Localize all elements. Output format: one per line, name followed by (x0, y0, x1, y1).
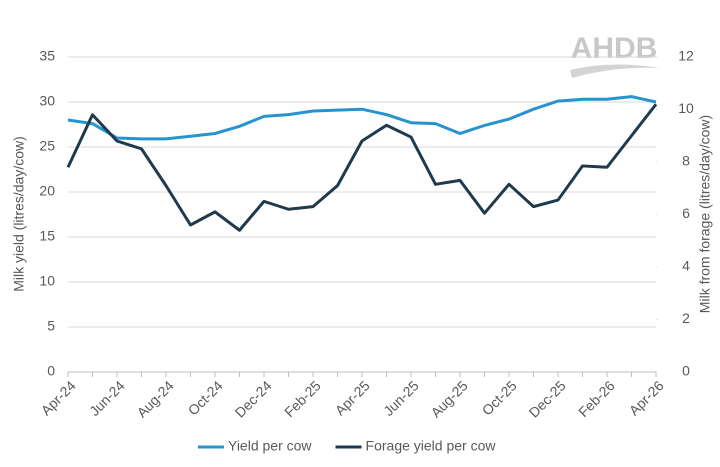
x-tick-label: Jun-25 (380, 377, 422, 419)
y-tick-label: 10 (39, 273, 55, 289)
y-tick-label: 5 (47, 318, 55, 334)
series-line (66, 103, 658, 232)
x-tick-label: Aug-25 (427, 377, 470, 420)
x-tick-label: Jun-24 (86, 377, 128, 419)
x-tick-label: Feb-26 (575, 377, 618, 420)
series-line (67, 95, 657, 141)
y-tick-label: 25 (39, 138, 55, 154)
logo-swoosh (570, 64, 660, 78)
y-tick-label: 0 (47, 363, 55, 379)
x-tick-label: Apr-24 (38, 377, 79, 418)
x-tick-label: Oct-24 (185, 377, 226, 418)
x-tick-label: Dec-25 (526, 377, 569, 420)
y2-tick-label: 10 (678, 100, 694, 116)
y-tick-label: 35 (39, 48, 55, 64)
y-tick-label: 15 (39, 228, 55, 244)
logo: AHDB (571, 32, 658, 65)
y2-tick-label: 6 (682, 205, 690, 221)
x-tick-label: Apr-26 (626, 377, 667, 418)
legend-label: Forage yield per cow (366, 438, 497, 454)
x-tick-label: Dec-24 (232, 377, 275, 420)
y2-tick-label: 8 (682, 153, 690, 169)
y2-tick-label: 2 (682, 310, 690, 326)
x-tick-label: Oct-25 (479, 377, 520, 418)
y-tick-label: 20 (39, 183, 55, 199)
y-tick-label: 30 (39, 93, 55, 109)
y2-tick-label: 12 (678, 48, 694, 64)
x-tick-label: Aug-24 (133, 377, 176, 420)
y2-tick-label: 4 (682, 258, 690, 274)
y2-axis-title: Milk from forage (litres/day/cow) (697, 115, 713, 313)
x-tick-label: Apr-25 (332, 377, 373, 418)
x-tick-label: Feb-25 (281, 377, 324, 420)
y2-tick-label: 0 (682, 363, 690, 379)
legend-label: Yield per cow (228, 438, 312, 454)
y-axis-title: Milk yield (litres/day/cow) (11, 136, 27, 292)
